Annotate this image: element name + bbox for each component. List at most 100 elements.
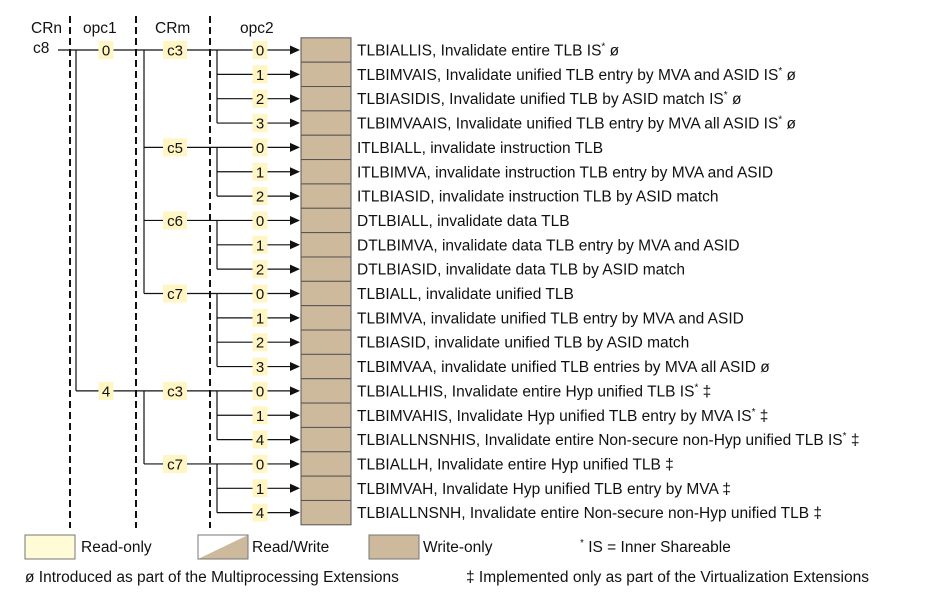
legend-read-only-label: Read-only [81, 539, 152, 556]
opc2-arrow-9-arrowhead [290, 264, 300, 274]
header-crn: CRn [31, 20, 62, 37]
register-description: , invalidate data TLB [429, 213, 570, 230]
opc2-arrow-6-arrowhead [290, 191, 300, 201]
register-name: ITLBIASID [357, 189, 430, 206]
register-name: TLBIMVA [357, 310, 423, 327]
register-description: , Invalidate unified TLB entry by MVA al… [447, 116, 778, 133]
opc2-arrow-0-arrowhead [290, 45, 300, 55]
opc1-value-4: 4 [102, 383, 110, 400]
opc2-value-5-highlight [252, 162, 268, 181]
extension-marker: ø [728, 91, 742, 108]
register-name: TLBIMVAH [357, 481, 433, 498]
extension-marker: ø [605, 43, 619, 60]
register-description: , invalidate unified TLB [417, 286, 574, 303]
write-only-register-box [300, 134, 352, 161]
register-entry: ITLBIMVA, invalidate instruction TLB ent… [357, 164, 773, 181]
opc2-value-17-highlight [252, 454, 268, 473]
crm-value-c7: c7 [167, 286, 183, 303]
opc2-value-0: 0 [256, 43, 264, 60]
register-description: , Invalidate entire Hyp unified TLB IS [443, 383, 694, 400]
node-labels: 0 4 c3 0 1 2 3 c5 0 1 2 c6 0 1 2 c7 0 1 2 3 c3 0 1 4 c7 0 1 4 [98, 41, 268, 522]
opc2-arrow-18-arrowhead [290, 483, 300, 493]
write-only-register-box [300, 451, 352, 477]
register-description: , invalidate unified TLB by ASID match [426, 335, 689, 352]
register-name: TLBIASIDIS [357, 91, 441, 108]
crm-value-c3-highlight [163, 41, 187, 59]
legend-write-only-label: Write-only [423, 539, 493, 556]
opc2-value-9-highlight [252, 260, 268, 279]
crm-value-c7: c7 [167, 456, 183, 473]
register-entry: TLBIALLNSNHIS, Invalidate entire Non-sec… [357, 431, 859, 449]
register-description: , invalidate instruction TLB by ASID mat… [430, 189, 718, 206]
write-only-register-box [300, 110, 352, 136]
opc2-value-6-highlight [252, 187, 268, 206]
opc2-arrow-1-arrowhead [290, 69, 300, 79]
register-description: , Invalidate unified TLB entry by MVA an… [437, 67, 778, 84]
opc2-arrow-19-arrowhead [290, 508, 300, 518]
crm-value-c3: c3 [167, 43, 183, 60]
inner-shareable-marker: * [778, 115, 782, 126]
register-entry: DTLBIALL, invalidate data TLB [357, 213, 570, 230]
footnote-multiprocessing: ø Introduced as part of the Multiprocess… [25, 569, 399, 586]
register-name: TLBIALLNSNHIS [357, 432, 476, 449]
opc2-arrow-15-arrowhead [290, 410, 300, 420]
opc2-arrow-14-arrowhead [290, 386, 300, 396]
opc2-arrow-8-arrowhead [290, 240, 300, 250]
register-entry: TLBIALLHIS, Invalidate entire Hyp unifie… [357, 382, 711, 400]
register-entry: TLBIMVAHIS, Invalidate Hyp unified TLB e… [357, 407, 768, 425]
write-only-register-box [300, 426, 352, 453]
register-entry: DTLBIMVA, invalidate data TLB entry by M… [357, 237, 740, 254]
register-entry: TLBIMVAIS, Invalidate unified TLB entry … [357, 66, 797, 84]
write-only-register-box [300, 183, 352, 209]
opc2-value-0-highlight [252, 41, 268, 59]
register-descriptions: TLBIALLIS, Invalidate entire TLB IS* ø TL… [357, 42, 859, 523]
register-entry: TLBIASIDIS, Invalidate unified TLB by AS… [357, 90, 742, 108]
crn-value: c8 [33, 40, 49, 57]
opc2-value-14: 0 [256, 383, 264, 400]
opc2-arrow-16-arrowhead [290, 435, 300, 445]
extension-marker: ‡ [698, 383, 711, 400]
opc2-arrow-5-arrowhead [290, 167, 300, 177]
register-description: , invalidate instruction TLB entry by MV… [426, 164, 773, 181]
opc2-value-4: 0 [256, 140, 264, 157]
opc2-arrow-13-arrowhead [290, 362, 300, 372]
crm-value-c3: c3 [167, 383, 183, 400]
write-only-register-box [300, 475, 352, 501]
write-only-register-box [300, 159, 352, 185]
register-description: , invalidate unified TLB entry by MVA an… [422, 310, 744, 327]
register-name: TLBIASID [357, 335, 426, 352]
opc2-value-18-highlight [252, 479, 268, 498]
register-boxes [300, 37, 352, 526]
opc2-value-13-highlight [252, 357, 268, 376]
opc2-value-10-highlight [252, 284, 268, 303]
crm-value-c6: c6 [167, 213, 183, 230]
extension-marker: ‡ [755, 408, 768, 425]
opc2-value-10: 0 [256, 286, 264, 303]
opc2-value-4-highlight [252, 138, 268, 157]
crm-value-c5-highlight [163, 138, 187, 157]
opc1-value-0: 0 [102, 43, 110, 60]
inner-shareable-marker: * [752, 407, 756, 418]
inner-shareable-marker: * [843, 431, 847, 442]
opc2-arrow-17-arrowhead [290, 459, 300, 469]
register-entry: TLBIASID, invalidate unified TLB by ASID… [357, 335, 689, 352]
opc2-value-7-highlight [252, 211, 268, 230]
opc2-value-13: 3 [256, 359, 264, 376]
register-entry: ITLBIALL, invalidate instruction TLB [357, 140, 603, 157]
extension-marker: ø [782, 67, 796, 84]
opc2-value-6: 2 [256, 189, 264, 206]
opc2-value-18: 1 [256, 481, 264, 498]
write-only-register-box [300, 402, 352, 428]
register-description: , Invalidate Hyp unified TLB entry by MV… [448, 408, 752, 425]
register-name: TLBIMVAHIS [357, 408, 448, 425]
footnote-virtualization: ‡ Implemented only as part of the Virtua… [466, 569, 869, 586]
register-entry: DTLBIASID, invalidate data TLB by ASID m… [357, 262, 685, 279]
extension-marker: ‡ [847, 432, 860, 449]
register-entry: TLBIALLIS, Invalidate entire TLB IS* ø [357, 42, 620, 60]
inner-shareable-marker: * [601, 42, 605, 53]
opc2-value-2-highlight [252, 89, 268, 108]
column-separators [69, 16, 211, 528]
register-name: TLBIMVAAIS [357, 116, 447, 133]
register-name: ITLBIMVA [357, 164, 427, 181]
